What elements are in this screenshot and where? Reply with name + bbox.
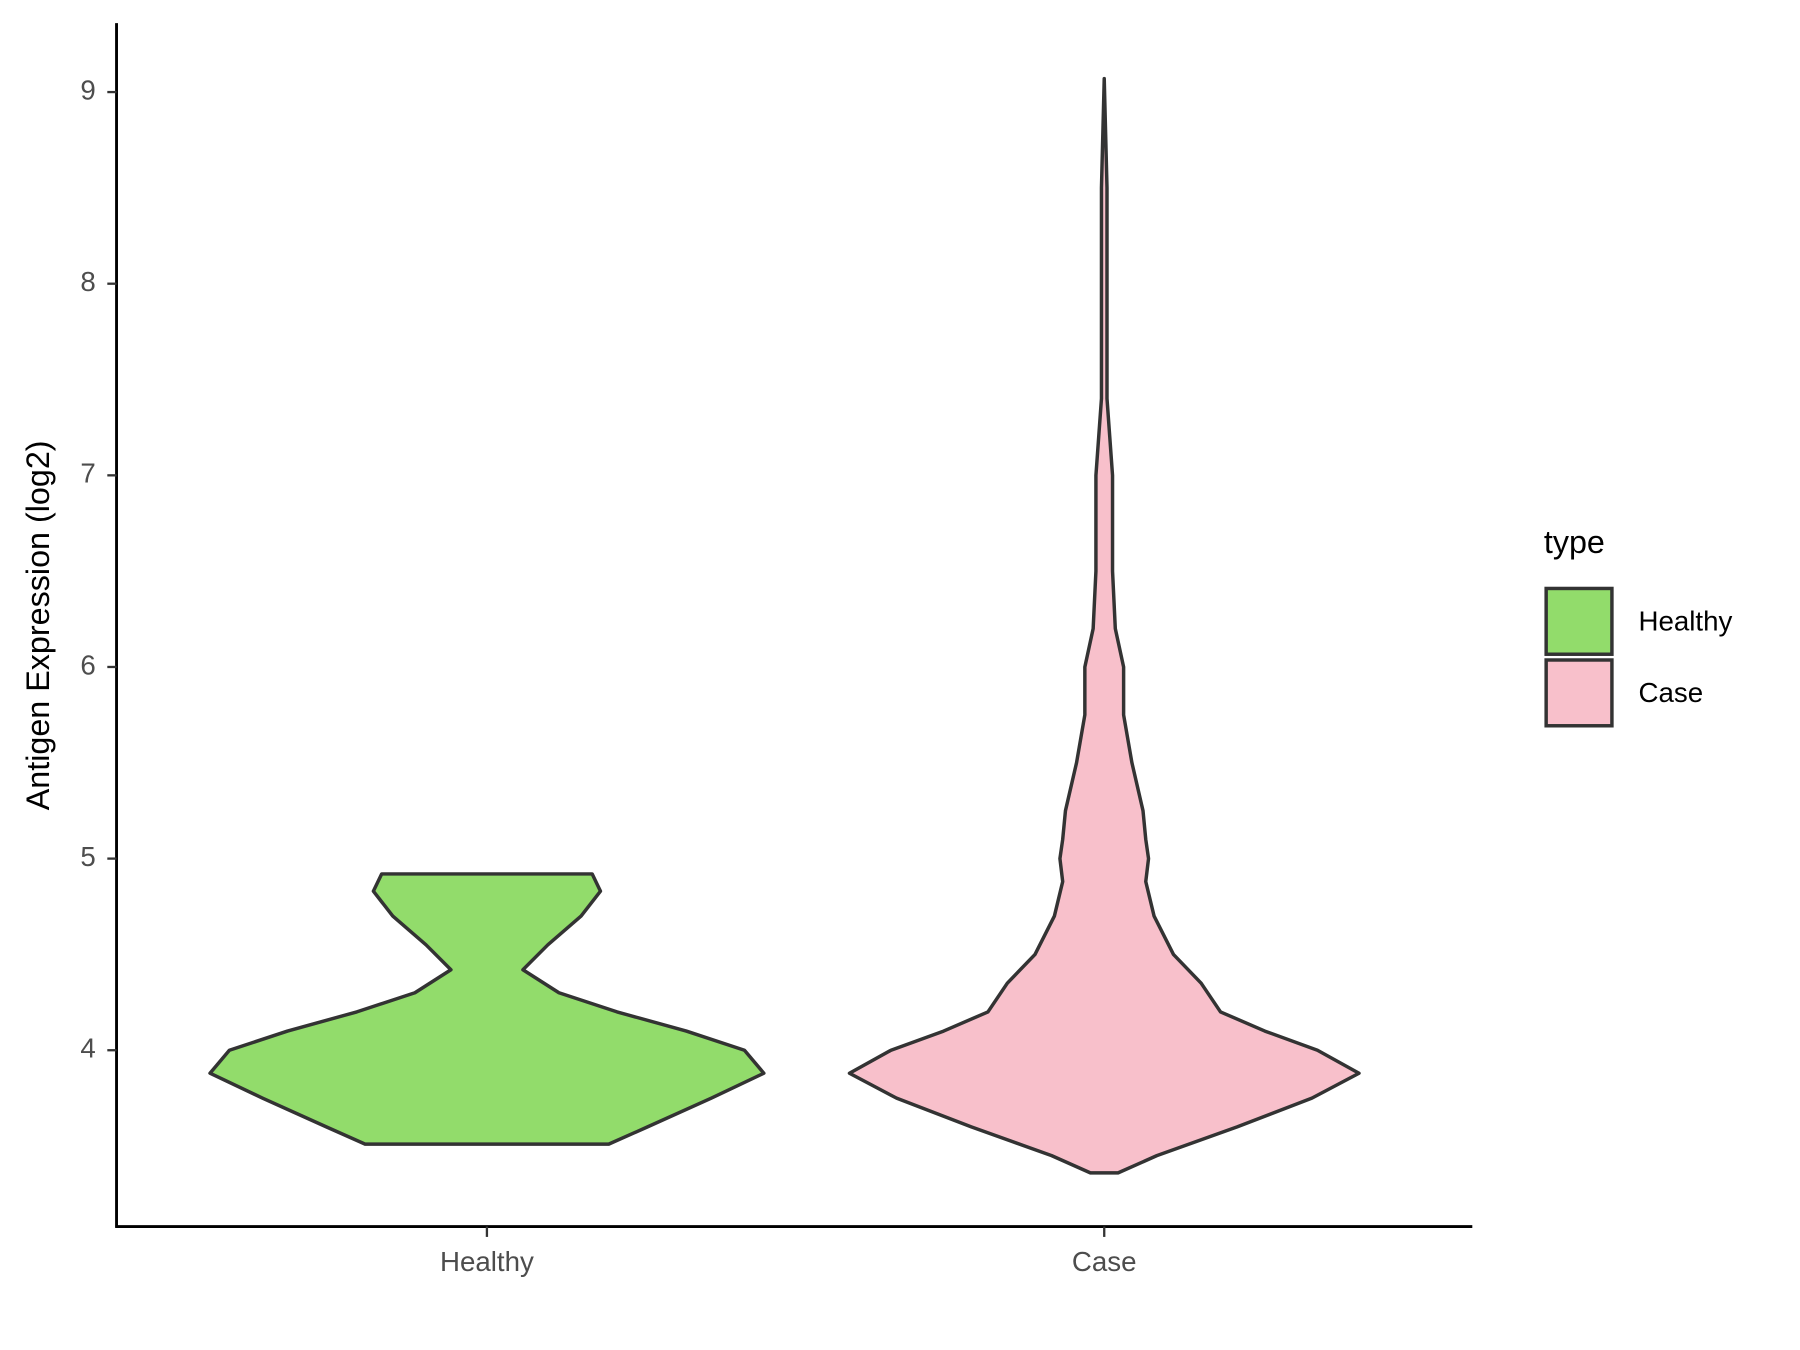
y-tick-label: 9 <box>80 74 95 105</box>
x-tick-label: Healthy <box>440 1246 534 1277</box>
legend-key <box>1544 658 1614 728</box>
y-tick-label: 6 <box>80 649 95 680</box>
y-axis-title: Antigen Expression (log2) <box>20 440 56 810</box>
y-tick-label: 7 <box>80 458 95 489</box>
y-tick-label: 5 <box>80 841 95 872</box>
violin <box>208 872 766 1146</box>
legend-label: Case <box>1638 677 1703 708</box>
legend-label: Healthy <box>1638 605 1732 636</box>
y-tick-label: 8 <box>80 266 95 297</box>
x-tick-label: Case <box>1072 1246 1137 1277</box>
y-tick-label: 4 <box>80 1033 95 1064</box>
legend-title: type <box>1544 524 1605 560</box>
violin <box>847 76 1361 1175</box>
legend-key <box>1544 586 1614 656</box>
